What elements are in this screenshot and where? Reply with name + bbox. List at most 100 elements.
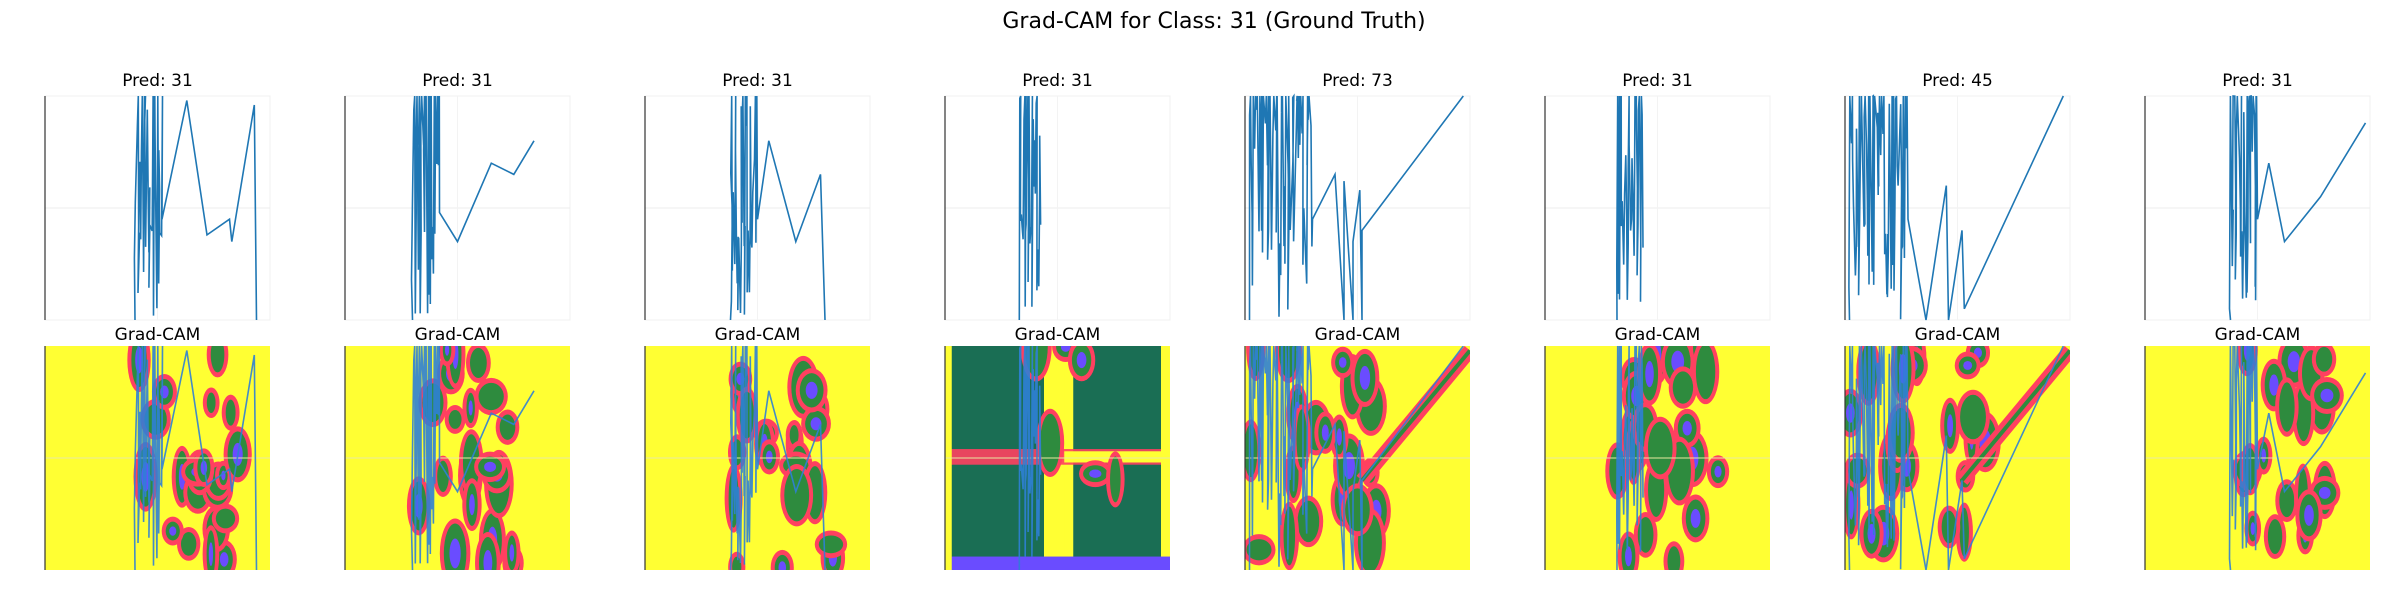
gradcam-axes xyxy=(44,346,270,570)
heatmap-blob xyxy=(206,392,216,413)
gradcam-title: Grad-CAM xyxy=(115,325,201,345)
heatmap-blob xyxy=(2267,519,2283,555)
overlay-signal-line xyxy=(410,346,535,570)
gradcam-heatmap xyxy=(645,346,870,570)
figure-title: Grad-CAM for Class: 31 (Ground Truth) xyxy=(1002,9,1425,34)
panel-3: Pred: 31 Grad-CAM xyxy=(644,71,871,570)
heatmap-blob xyxy=(1645,360,1654,388)
heatmap-blob xyxy=(1682,420,1692,436)
heatmap-blob xyxy=(765,450,773,464)
signal-axes xyxy=(344,95,571,321)
signal-axes xyxy=(644,95,871,321)
heatmap-blob xyxy=(1246,539,1272,561)
heatmap-blob xyxy=(2261,448,2267,463)
heatmap-blob xyxy=(789,425,799,445)
heatmap-blob xyxy=(2287,351,2301,373)
heatmap-blob xyxy=(437,460,449,493)
heatmap-blob xyxy=(484,461,497,472)
prediction-label: Pred: 31 xyxy=(422,71,493,91)
heatmap-blob xyxy=(1667,546,1681,570)
heatmap-blob xyxy=(483,549,493,570)
prediction-label: Pred: 73 xyxy=(1322,71,1393,91)
panel-6: Pred: 31 Grad-CAM xyxy=(1544,71,1771,570)
gradcam-heatmap xyxy=(1545,346,1770,570)
heatmap-blob xyxy=(1076,352,1087,369)
heatmap-blob xyxy=(805,381,818,399)
heatmap-blob xyxy=(180,531,197,556)
overlay-signal-line xyxy=(133,346,258,570)
heatmap-blob xyxy=(2279,484,2295,518)
gradcam-title: Grad-CAM xyxy=(715,325,801,345)
heatmap-blob xyxy=(778,561,787,570)
heatmap-blob xyxy=(1963,360,1973,370)
gradcam-axes xyxy=(1244,346,1470,570)
prediction-label: Pred: 31 xyxy=(2222,71,2293,91)
panel-grid: Pred: 31 Grad-CAM Pred: 31 Grad-CAM Pred: 31… xyxy=(44,71,2371,570)
gradcam-title: Grad-CAM xyxy=(415,325,501,345)
heatmap-blob xyxy=(499,414,516,440)
heatmap-blob xyxy=(478,382,504,411)
signal-line xyxy=(410,95,535,321)
gradcam-title: Grad-CAM xyxy=(1615,325,1701,345)
overlay-signal-line xyxy=(1848,346,2065,570)
signal-axes xyxy=(44,95,271,321)
signal-axes xyxy=(944,95,1171,321)
signal-axes xyxy=(1544,95,1771,321)
heatmap-blob xyxy=(1321,424,1329,441)
heatmap-blob xyxy=(732,556,742,570)
heatmap-blob xyxy=(208,542,214,566)
heatmap-blob xyxy=(1947,414,1954,438)
heatmap-blob xyxy=(1110,456,1121,503)
heatmap-blob xyxy=(444,346,450,356)
gradcam-axes xyxy=(1544,346,1770,570)
panel-8: Pred: 31 Grad-CAM xyxy=(2144,71,2371,570)
signal-line xyxy=(1615,95,1644,321)
heatmap-blob xyxy=(818,535,844,554)
gradcam-heatmap xyxy=(345,346,570,570)
overlay-signal-line xyxy=(1615,346,1644,570)
heatmap-blob xyxy=(469,347,487,378)
heatmap-streak xyxy=(1360,349,1470,482)
gradcam-heatmap xyxy=(1245,346,1470,570)
gradcam-heatmap xyxy=(45,346,270,570)
gradcam-title: Grad-CAM xyxy=(1015,325,1101,345)
heatmap-blob xyxy=(2304,504,2314,526)
heatmap-blob xyxy=(1283,506,1296,566)
heatmap-blob xyxy=(1637,517,1654,553)
heatmap-blob xyxy=(1848,490,1854,520)
heatmap-blob xyxy=(1672,371,1694,404)
prediction-label: Pred: 31 xyxy=(1022,71,1093,91)
heatmap-blob xyxy=(468,400,473,416)
signal-axes xyxy=(2144,95,2371,321)
prediction-label: Pred: 31 xyxy=(1622,71,1693,91)
gradcam-heatmap xyxy=(2145,346,2370,570)
overlay-signal-line xyxy=(1018,346,1042,570)
heatmap-blob xyxy=(1336,428,1342,446)
heatmap-blob xyxy=(1040,413,1061,473)
heatmap-blob xyxy=(469,493,475,516)
heatmap-blob xyxy=(1296,409,1307,468)
heatmap-blob xyxy=(1647,421,1673,475)
prediction-label: Pred: 31 xyxy=(122,71,193,91)
signal-axes xyxy=(1244,93,1471,321)
signal-line xyxy=(1248,93,1464,321)
signal-line xyxy=(2228,95,2367,321)
heatmap-blob xyxy=(449,538,461,569)
heatmap-blob xyxy=(2315,346,2333,372)
heatmap-blob xyxy=(215,508,236,529)
panel-5: Pred: 73 Grad-CAM xyxy=(1244,71,1471,570)
heatmap-blob xyxy=(2269,374,2279,396)
overlay-signal-line xyxy=(2228,346,2367,570)
heatmap-blob xyxy=(1060,346,1071,352)
heatmap-blob xyxy=(509,544,515,562)
gradcam-axes xyxy=(944,346,1170,570)
gradcam-heatmap xyxy=(1845,346,2070,570)
signal-line xyxy=(729,95,826,321)
signal-axes xyxy=(1844,94,2071,321)
panel-7: Pred: 45 Grad-CAM xyxy=(1844,71,2071,570)
heatmap-blob xyxy=(1941,510,1957,544)
gradcam-axes xyxy=(644,346,870,570)
heatmap-blob xyxy=(448,410,462,429)
gradcam-title: Grad-CAM xyxy=(1315,325,1401,345)
